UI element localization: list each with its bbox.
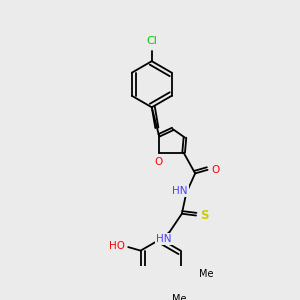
Text: HN: HN: [156, 234, 172, 244]
Text: O: O: [154, 157, 162, 167]
Text: Cl: Cl: [146, 36, 157, 46]
Text: Me: Me: [172, 294, 187, 300]
Text: S: S: [200, 209, 209, 222]
Text: HN: HN: [172, 186, 188, 196]
Text: O: O: [211, 165, 219, 175]
Text: Me: Me: [199, 269, 214, 279]
Text: HO: HO: [109, 241, 124, 251]
